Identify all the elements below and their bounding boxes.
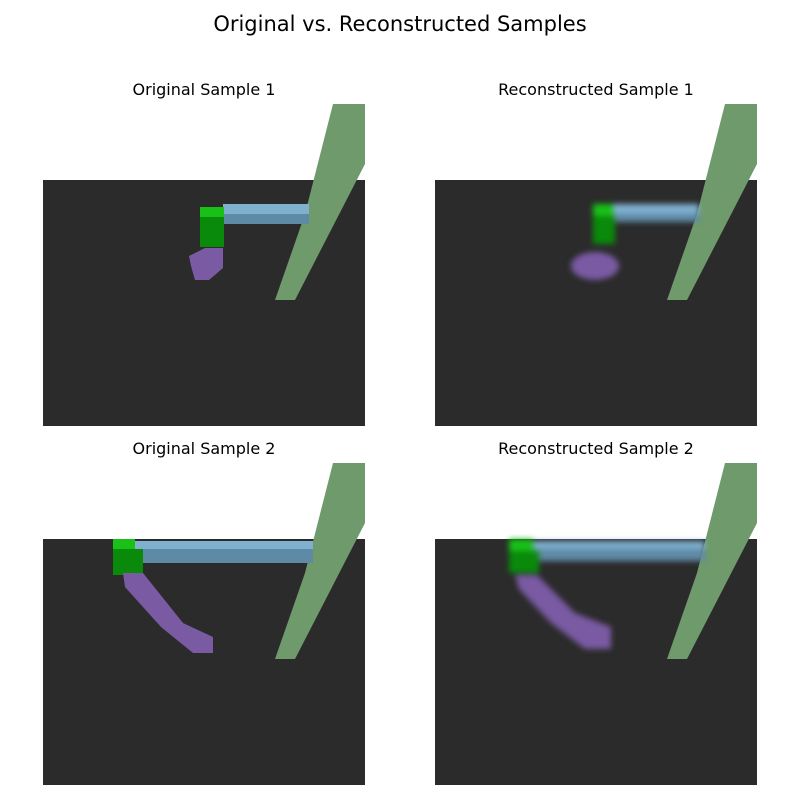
gripper	[123, 573, 213, 653]
image-original-sample-2	[43, 463, 365, 785]
gripper	[515, 575, 611, 649]
joint-body	[113, 549, 143, 575]
scene-original-2	[43, 463, 365, 785]
panel-title-reconstructed-2: Reconstructed Sample 2	[498, 439, 694, 458]
joint-top	[509, 539, 533, 551]
panel-title-original-2: Original Sample 2	[132, 439, 276, 458]
scene-reconstructed-2	[435, 463, 757, 785]
arm-lower-segment	[133, 549, 313, 563]
joint-body	[509, 551, 539, 573]
arm-upper-segment	[529, 541, 705, 551]
green-pole	[667, 104, 757, 300]
joint-top	[593, 204, 613, 216]
green-pole	[275, 104, 365, 300]
gripper	[189, 248, 223, 280]
panel-title-reconstructed-1: Reconstructed Sample 1	[498, 80, 694, 99]
image-original-sample-1	[43, 104, 365, 426]
gripper	[571, 252, 619, 280]
arm-lower-segment	[611, 214, 699, 222]
scene-reconstructed-1	[435, 104, 757, 426]
arm-lower-segment	[223, 214, 309, 224]
green-pole	[667, 463, 757, 659]
joint-body	[200, 217, 224, 247]
panel-title-original-1: Original Sample 1	[132, 80, 276, 99]
arm-upper-segment	[133, 541, 313, 551]
image-reconstructed-sample-2	[435, 463, 757, 785]
arm-lower-segment	[529, 549, 705, 561]
joint-body	[593, 216, 615, 244]
joint-top	[200, 207, 224, 217]
scene-original-1	[43, 104, 365, 426]
green-pole	[275, 463, 365, 659]
figure-title: Original vs. Reconstructed Samples	[213, 12, 587, 36]
joint-top	[113, 539, 135, 549]
image-reconstructed-sample-1	[435, 104, 757, 426]
